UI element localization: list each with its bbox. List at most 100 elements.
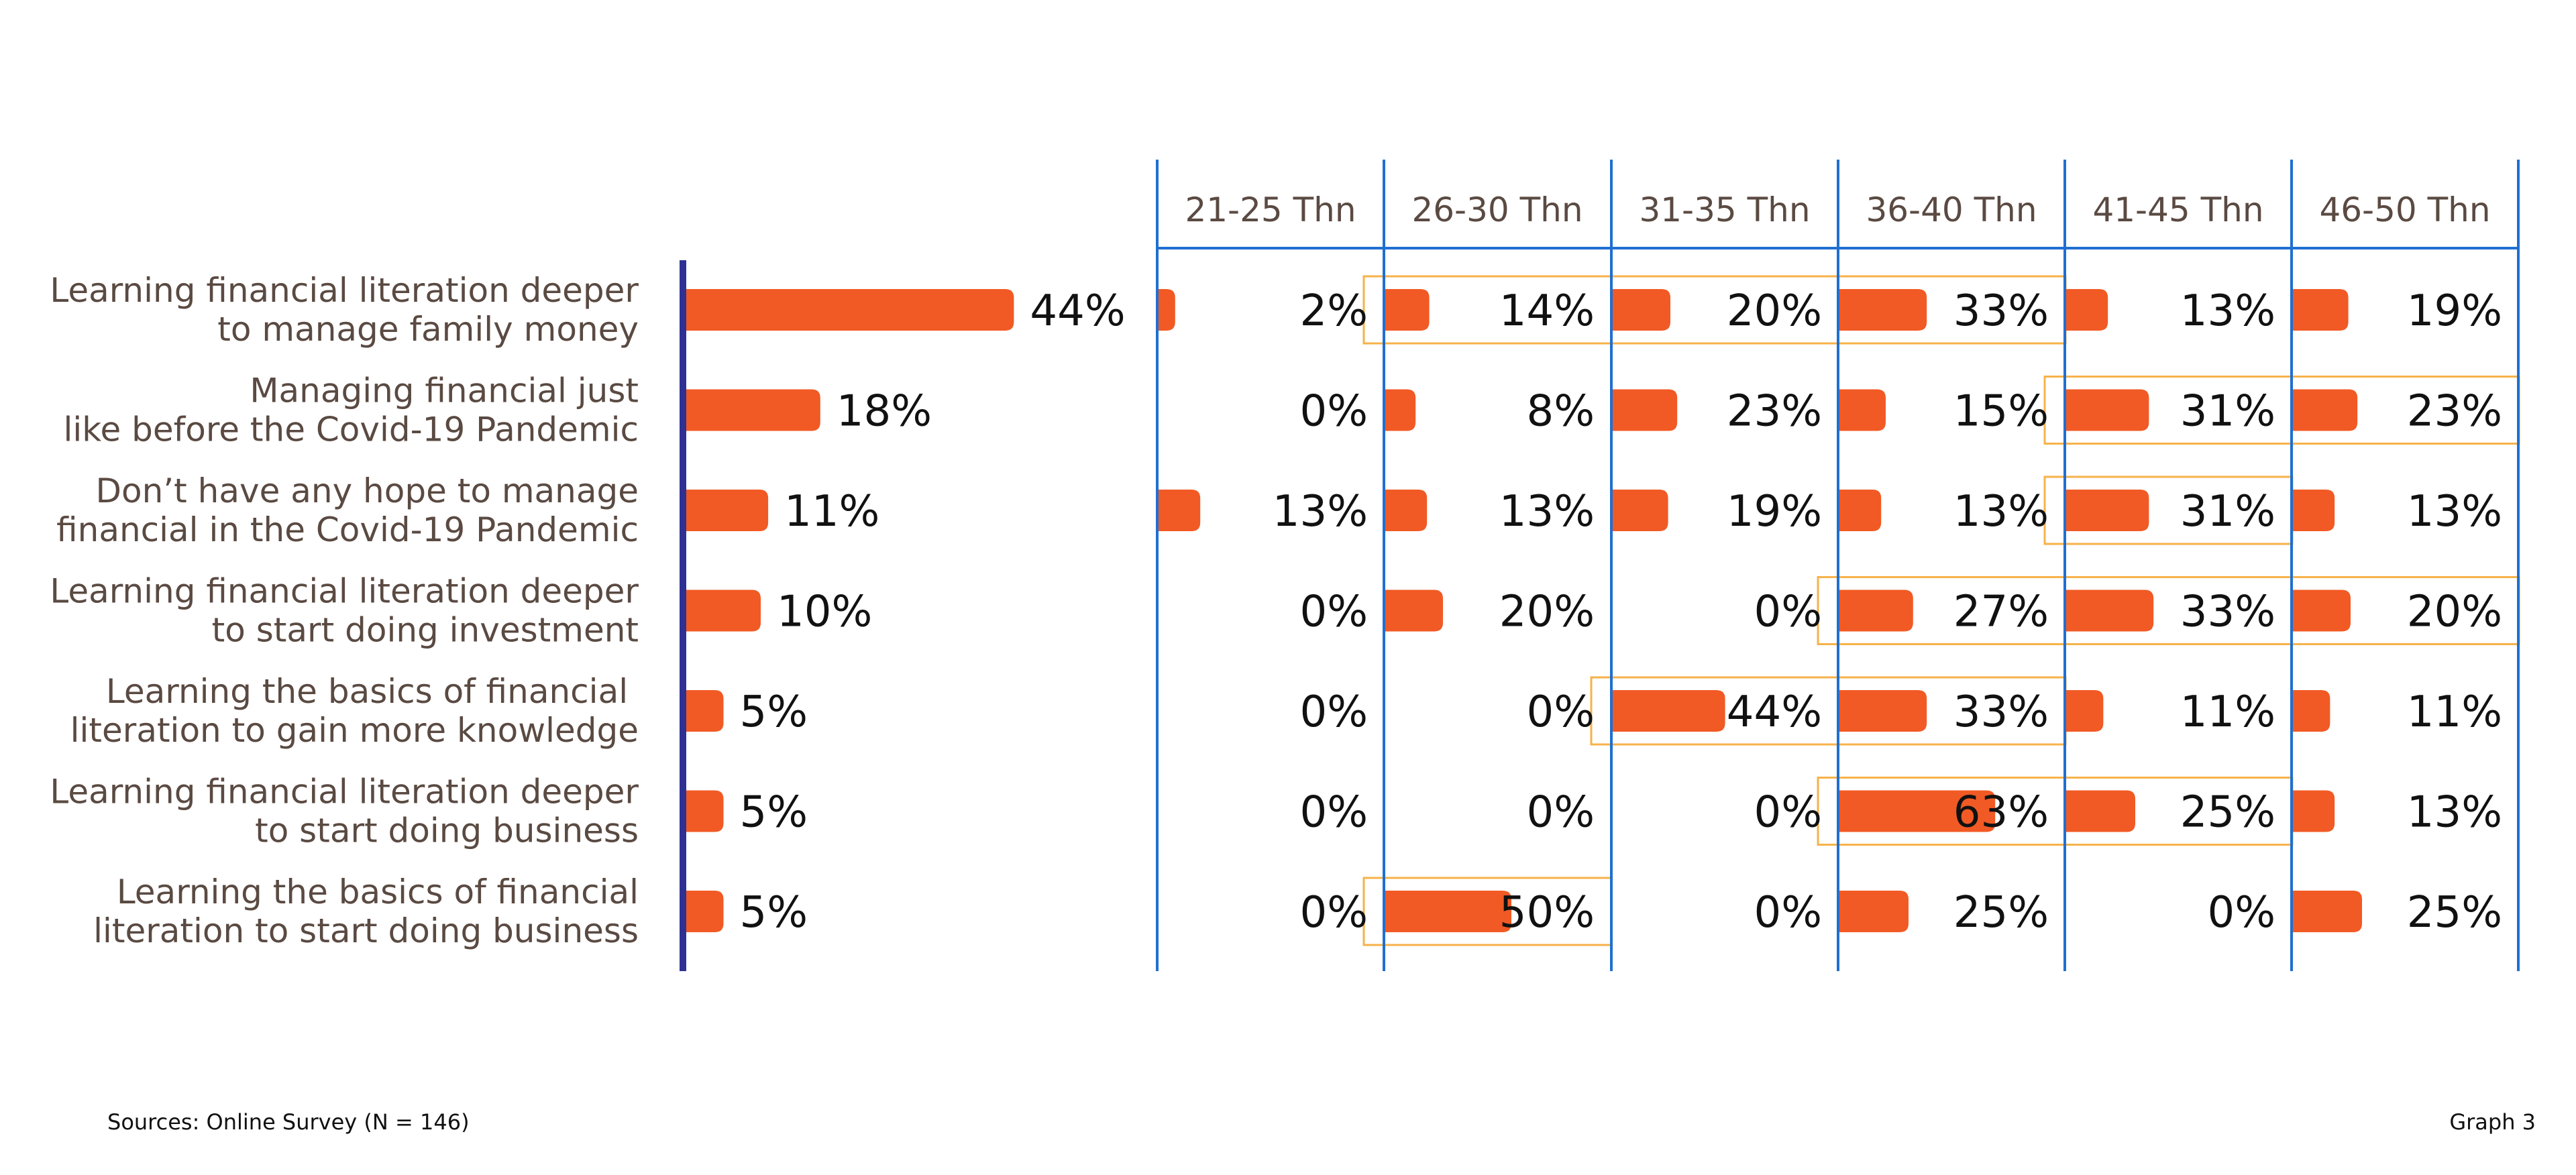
age-group-bar	[2293, 289, 2349, 331]
total-value-label: 5%	[740, 687, 808, 737]
age-group-value-label: 19%	[1727, 487, 1822, 537]
age-group-bar	[2293, 891, 2362, 932]
column-header: 46-50 Thn	[2319, 190, 2490, 229]
age-group-value-label: 25%	[1953, 888, 2049, 938]
age-group-bar	[2293, 590, 2351, 632]
age-group-value-label: 20%	[1727, 286, 1822, 336]
total-value-label: 18%	[837, 387, 932, 437]
row-label: Learning financial literation deeper to s…	[50, 773, 639, 850]
row-label: Learning financial literation deeper to s…	[50, 572, 639, 650]
row-label: Learning the basics of financial literati…	[93, 873, 639, 950]
age-group-bar	[1613, 289, 1670, 331]
age-group-bar	[2293, 690, 2330, 732]
total-value-label: 10%	[777, 588, 872, 637]
age-group-value-label: 0%	[1526, 788, 1595, 838]
age-group-value-label: 31%	[2180, 387, 2275, 437]
total-bar	[686, 490, 769, 531]
source-note: Sources: Online Survey (N = 146)	[107, 1109, 470, 1135]
age-group-value-label: 44%	[1727, 687, 1822, 737]
column-header: 26-30 Thn	[1411, 190, 1582, 229]
row-label: Managing financial just like before the C…	[64, 372, 639, 449]
age-group-value-label: 27%	[1953, 588, 2049, 637]
age-group-bar	[1385, 590, 1443, 632]
total-value-label: 44%	[1030, 286, 1125, 336]
age-group-value-label: 13%	[1953, 487, 2049, 537]
age-group-bar	[1385, 389, 1416, 431]
age-group-value-label: 0%	[1299, 588, 1368, 637]
age-group-bar	[2066, 389, 2149, 431]
total-value-label: 5%	[740, 788, 808, 838]
age-group-value-label: 0%	[1299, 888, 1368, 938]
total-bar	[686, 389, 820, 431]
age-group-bar	[1385, 891, 1511, 932]
age-group-bar	[1385, 289, 1430, 331]
age-group-bar	[1159, 490, 1201, 531]
age-group-bar	[1839, 490, 1882, 531]
age-group-value-label: 50%	[1499, 888, 1595, 938]
age-group-bar	[2293, 790, 2335, 832]
total-bar	[686, 790, 724, 832]
row-label: Learning the basics of financial literat…	[70, 672, 639, 750]
age-group-value-label: 13%	[2407, 788, 2502, 838]
age-group-value-label: 15%	[1953, 387, 2049, 437]
age-group-bar	[2066, 590, 2154, 632]
age-group-value-label: 0%	[1299, 687, 1368, 737]
age-group-value-label: 0%	[2207, 888, 2275, 938]
age-group-bar	[1839, 891, 1909, 932]
row-label: Learning financial literation deeper to m…	[50, 271, 639, 349]
age-group-value-label: 33%	[2180, 588, 2275, 637]
age-group-value-label: 11%	[2407, 687, 2502, 737]
grid-lines	[680, 160, 2520, 971]
age-group-bar	[2066, 790, 2135, 832]
age-group-bar	[1839, 590, 1913, 632]
row-label: Don’t have any hope to manage financial i…	[56, 471, 639, 549]
age-group-value-label: 0%	[1754, 588, 1822, 637]
column-header: 41-45 Thn	[2092, 190, 2263, 229]
total-bar	[686, 590, 761, 632]
total-value-label: 5%	[740, 888, 808, 938]
column-header: 31-35 Thn	[1639, 190, 1810, 229]
age-group-bar	[1385, 490, 1428, 531]
column-header: 36-40 Thn	[1866, 190, 2037, 229]
age-group-value-label: 0%	[1526, 687, 1595, 737]
age-group-value-label: 19%	[2407, 286, 2502, 336]
age-group-bar	[1839, 289, 1927, 331]
age-group-value-label: 33%	[1953, 286, 2049, 336]
graph-label: Graph 3	[2449, 1109, 2536, 1135]
age-group-bar	[2066, 289, 2108, 331]
age-group-bar	[1839, 790, 1996, 832]
age-group-value-label: 23%	[2407, 387, 2502, 437]
age-group-value-label: 23%	[1727, 387, 1822, 437]
age-group-value-label: 0%	[1299, 387, 1368, 437]
age-group-value-label: 20%	[2407, 588, 2502, 637]
age-group-value-label: 14%	[1499, 286, 1595, 336]
total-value-label: 11%	[784, 487, 879, 537]
age-group-value-label: 25%	[2180, 788, 2275, 838]
age-group-value-label: 13%	[2407, 487, 2502, 537]
age-group-bar	[2066, 690, 2104, 732]
age-group-value-label: 13%	[1499, 487, 1595, 537]
age-group-value-label: 13%	[1273, 487, 1368, 537]
column-header: 21-25 Thn	[1185, 190, 1356, 229]
age-group-value-label: 0%	[1299, 788, 1368, 838]
age-group-value-label: 11%	[2180, 687, 2275, 737]
age-group-bar	[1613, 690, 1725, 732]
age-group-value-label: 8%	[1526, 387, 1595, 437]
age-group-bar	[1839, 389, 1886, 431]
chart-labels: 21-25 Thn 26-30 Thn 31-35 Thn 36-40 Thn 41-4…	[50, 190, 2502, 950]
age-group-value-label: 13%	[2180, 286, 2275, 336]
age-group-value-label: 2%	[1299, 286, 1368, 336]
bars	[686, 289, 2362, 932]
age-group-value-label: 33%	[1953, 687, 2049, 737]
age-group-value-label: 0%	[1754, 888, 1822, 938]
age-group-bar	[1613, 389, 1678, 431]
total-bar	[686, 690, 724, 732]
age-group-bar	[1159, 289, 1175, 331]
age-group-value-label: 63%	[1953, 788, 2049, 838]
age-group-bar	[2293, 389, 2358, 431]
age-group-bar	[2066, 490, 2149, 531]
age-group-value-label: 0%	[1754, 788, 1822, 838]
total-bar	[686, 289, 1014, 331]
age-group-bar	[1613, 490, 1668, 531]
